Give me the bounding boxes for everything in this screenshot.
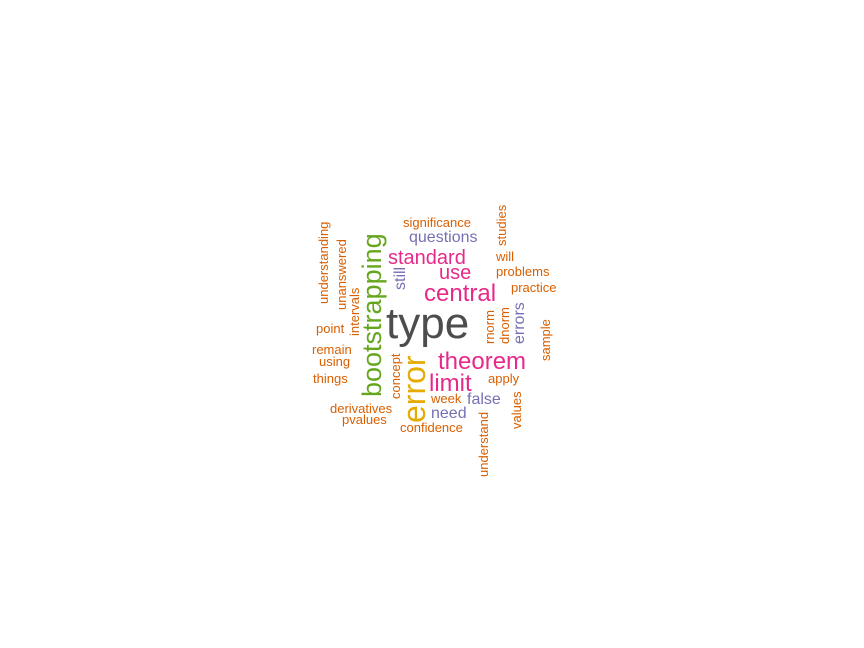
word-practice: practice (511, 280, 557, 295)
word-unanswered: unanswered (334, 239, 349, 310)
word-values: values (509, 391, 524, 429)
word-point: point (316, 321, 345, 336)
word-things: things (313, 371, 348, 386)
word-dnorm: dnorm (497, 307, 512, 344)
word-using: using (319, 354, 350, 369)
word-derivatives: derivatives (330, 401, 393, 416)
word-concept: concept (388, 353, 403, 399)
word-sample: sample (538, 319, 553, 361)
word-questions: questions (409, 229, 478, 246)
word-errors: errors (511, 302, 528, 344)
word-understand: understand (476, 412, 491, 477)
word-rnorm: rnorm (482, 310, 497, 344)
word-remain: remain (312, 342, 352, 357)
word-pvalues: pvalues (342, 412, 387, 427)
word-central: central (424, 280, 496, 307)
word-week: week (430, 391, 462, 406)
word-bootstrapping: bootstrapping (357, 233, 387, 397)
word-problems: problems (496, 264, 550, 279)
word-intervals: intervals (347, 287, 362, 336)
word-still: still (392, 267, 409, 290)
word-need: need (431, 405, 467, 422)
word-understanding: understanding (316, 222, 331, 304)
word-false: false (467, 391, 501, 408)
word-apply: apply (488, 371, 520, 386)
word-confidence: confidence (400, 420, 463, 435)
word-significance: significance (403, 215, 471, 230)
word-type: type (386, 299, 469, 348)
word-limit: limit (429, 370, 472, 397)
word-use: use (439, 262, 471, 284)
word-theorem: theorem (438, 348, 526, 375)
word-will: will (495, 249, 514, 264)
word-error: error (396, 355, 432, 423)
word-studies: studies (494, 204, 509, 246)
word-standard: standard (388, 247, 466, 269)
